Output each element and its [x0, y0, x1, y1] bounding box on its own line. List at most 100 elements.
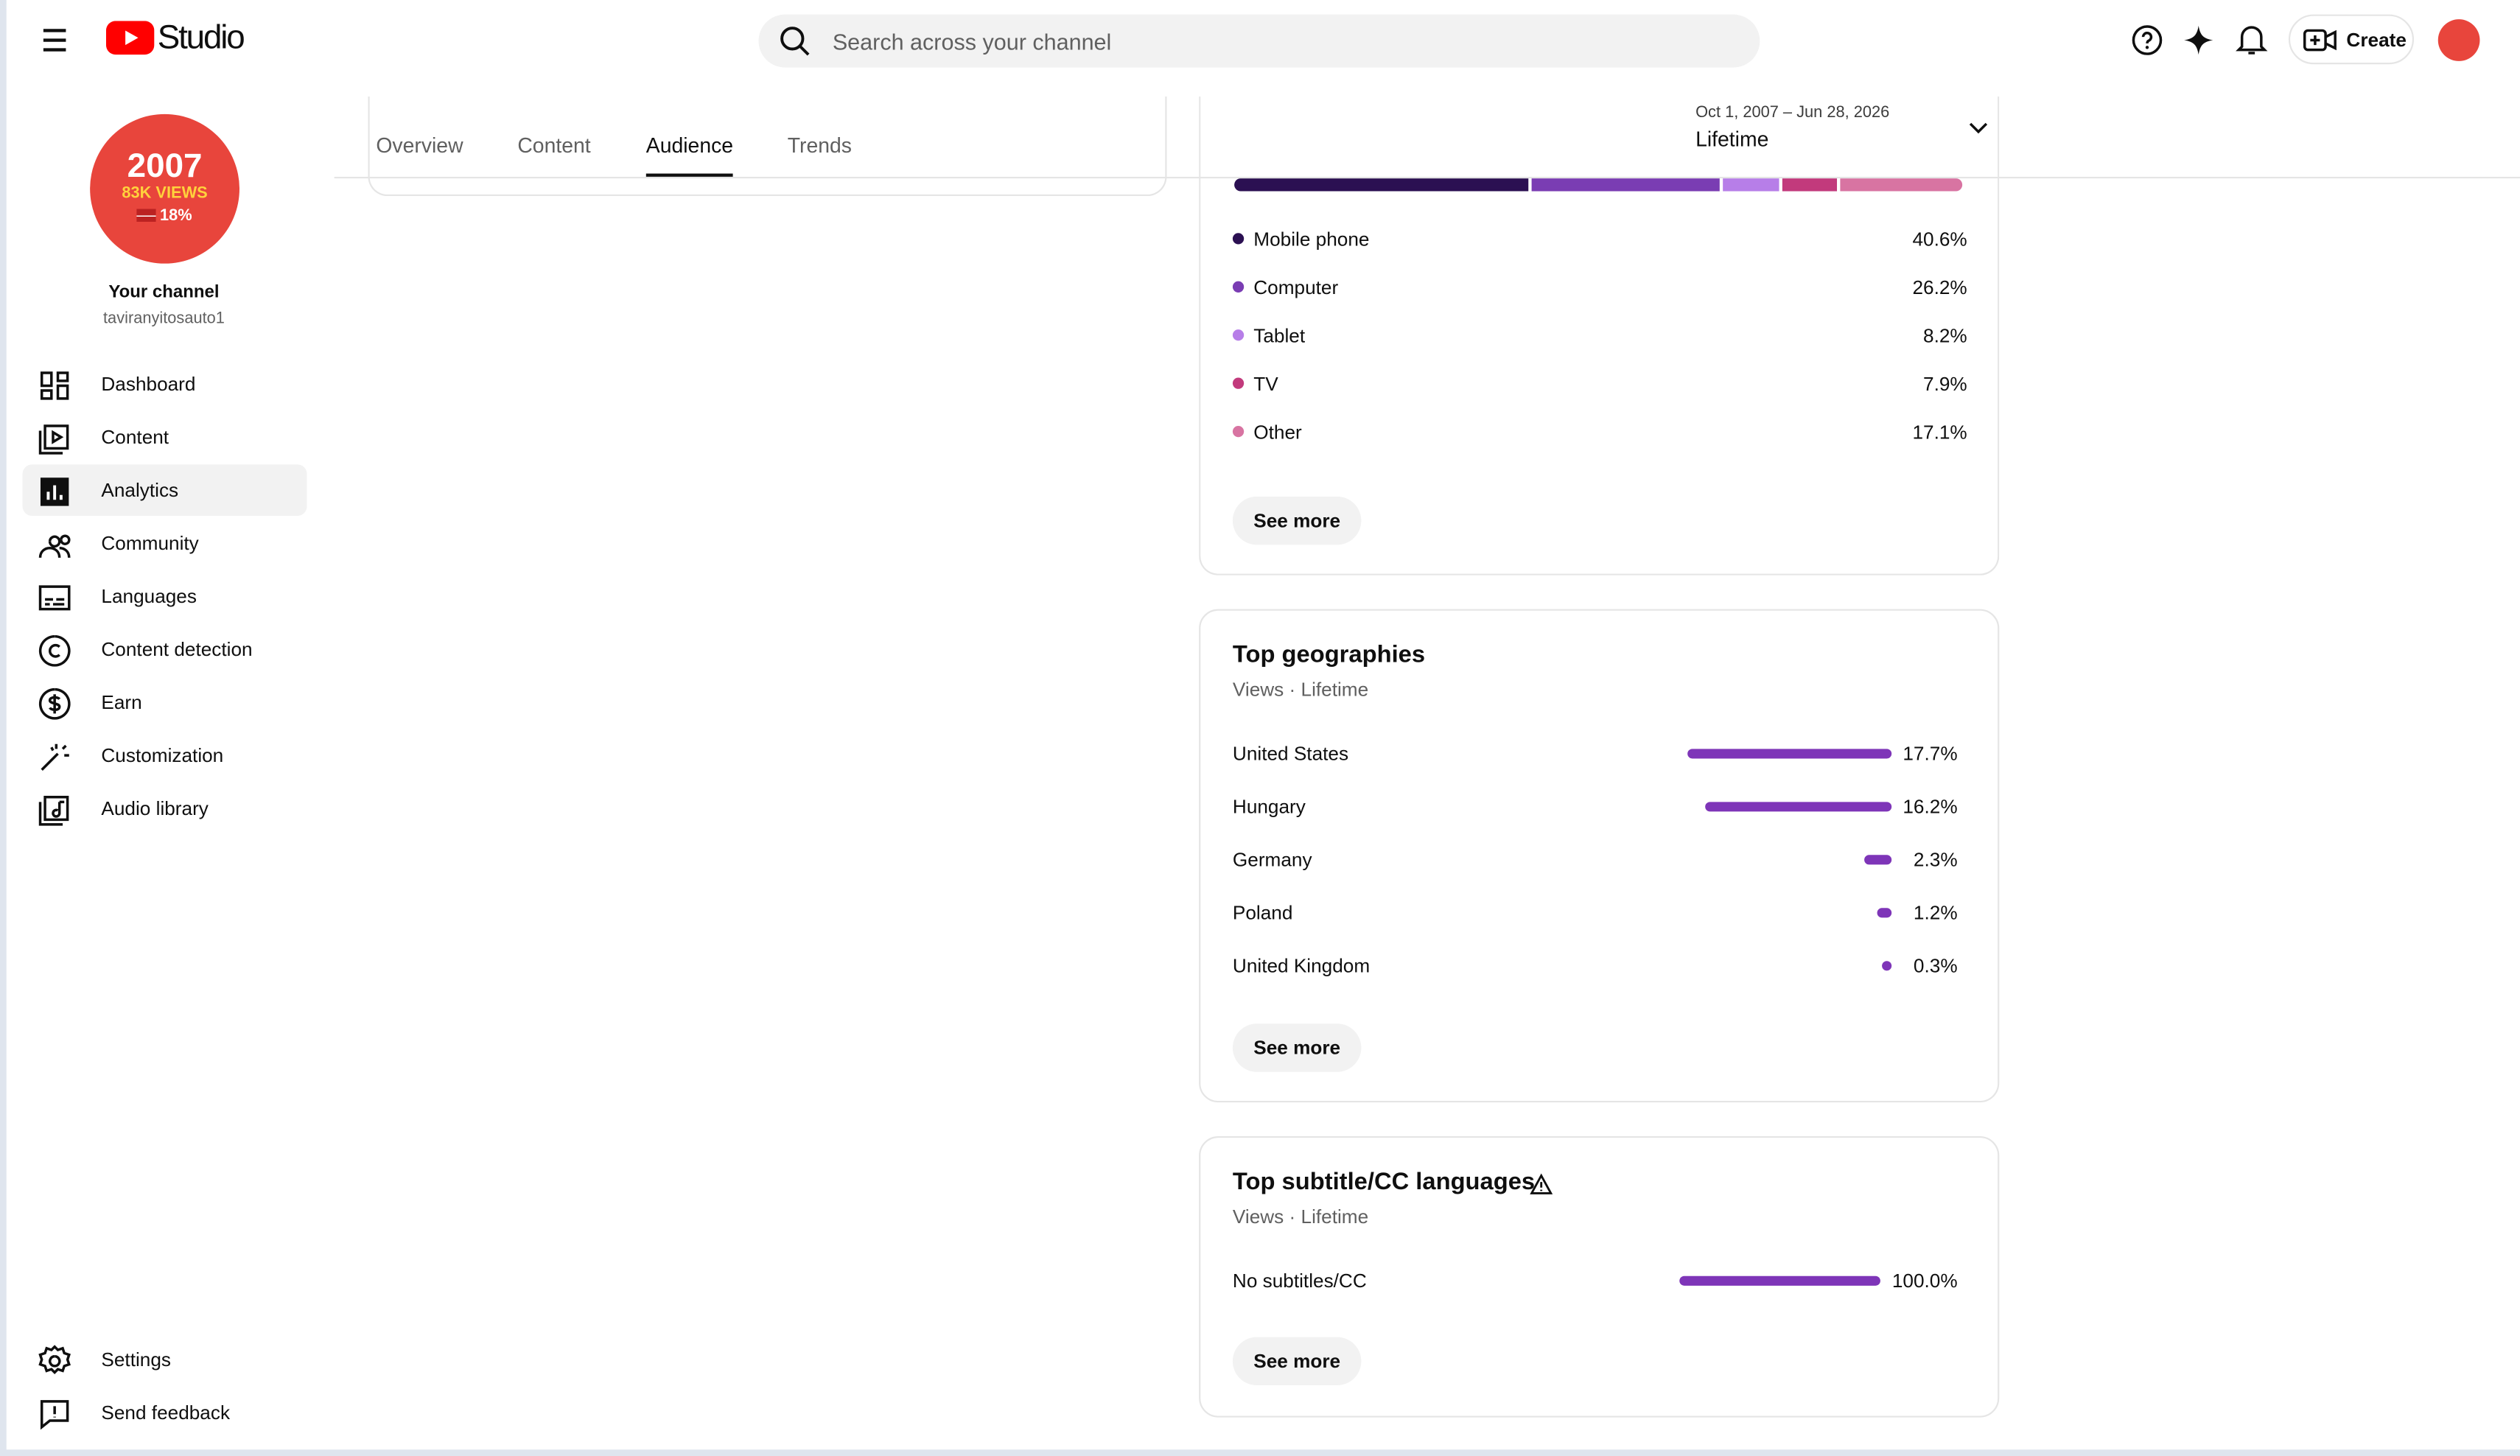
row-name: TV: [1253, 372, 1278, 396]
row-name: United Kingdom: [1232, 954, 1371, 978]
icon-shape: [41, 743, 69, 771]
logo-icon[interactable]: [105, 21, 155, 56]
bar: [1882, 961, 1892, 971]
row-val: 8.2%: [1923, 324, 1967, 348]
nav-label: Audio library: [101, 797, 209, 820]
row-val: 100.0%: [1891, 1270, 1958, 1292]
bar: [1704, 802, 1892, 812]
spark-button[interactable]: [2183, 24, 2215, 57]
nav-item[interactable]: Dashboard: [23, 358, 307, 410]
nav-item[interactable]: Earn: [23, 676, 307, 728]
nav-label: Content: [101, 425, 169, 449]
tab[interactable]: Content: [517, 133, 591, 158]
card-title: Top subtitle/CC languages: [1232, 1168, 1536, 1196]
card-sub: Views · Lifetime: [1232, 1205, 1369, 1228]
nav-label: Community: [101, 531, 199, 555]
nav-label: Languages: [101, 584, 197, 608]
nav-icon: [38, 424, 69, 455]
channel-label: Your channel: [108, 282, 220, 303]
tab[interactable]: Trends: [787, 133, 852, 158]
geographies-card: Top geographies Views · Lifetime United St…: [1199, 609, 2000, 1103]
nav-label: Earn: [101, 690, 142, 714]
row-name: Other: [1253, 421, 1302, 444]
nav-icon: [40, 477, 69, 506]
nav-icon: [38, 634, 71, 667]
avatar-text: 2007: [127, 147, 203, 185]
create-icon: [2303, 29, 2337, 52]
see-more-button[interactable]: See more: [1232, 1337, 1362, 1386]
nav-icon: [38, 585, 71, 611]
search-placeholder: Search across your channel: [832, 29, 1112, 55]
icon-shape: [38, 687, 71, 720]
icon-shape: [40, 371, 69, 400]
search-icon: [780, 27, 810, 56]
row-name: Hungary: [1232, 795, 1306, 819]
account-avatar[interactable]: [2437, 19, 2480, 61]
icon-shape: [38, 634, 71, 667]
card-title: Top geographies: [1232, 641, 1426, 669]
nav-icon: [40, 1400, 69, 1430]
channel-avatar[interactable]: 2007 83K VIEWS 18%: [90, 113, 239, 264]
menu-button[interactable]: [38, 24, 71, 57]
row-val: 1.2%: [1913, 901, 1958, 925]
create-button[interactable]: Create: [2288, 14, 2415, 65]
nav-label: Settings: [101, 1348, 171, 1371]
tab-underline: [645, 173, 733, 177]
nav-icon: [38, 534, 71, 558]
icon-shape: [46, 485, 63, 500]
card: [368, 96, 1167, 197]
row-val: 17.1%: [1912, 421, 1967, 444]
nav-label: Dashboard: [101, 372, 196, 396]
icon-shape: [1530, 1173, 1553, 1194]
nav-item[interactable]: Analytics: [22, 464, 307, 517]
nav-item[interactable]: Audio library: [23, 783, 307, 834]
see-more-button[interactable]: See more: [1232, 1023, 1362, 1072]
nav-item[interactable]: Customization: [23, 729, 307, 781]
date-range[interactable]: Oct 1, 2007 – Jun 28, 2026: [1695, 104, 1890, 122]
nav-item[interactable]: Send feedback: [23, 1387, 307, 1438]
legend-dot: [1232, 425, 1245, 438]
tab-divider: [334, 176, 2520, 179]
row-name: No subtitles/CC: [1232, 1270, 1367, 1292]
logo-text[interactable]: Studio: [157, 19, 245, 57]
nav-item[interactable]: Settings: [23, 1334, 307, 1385]
notifications-button[interactable]: [2236, 23, 2268, 58]
icon-shape: [38, 585, 71, 611]
nav-item[interactable]: Languages: [23, 570, 307, 622]
nav-icon: [38, 687, 71, 720]
date-period[interactable]: Lifetime: [1695, 127, 1769, 152]
channel-handle: taviranyitosauto1: [103, 309, 225, 328]
tab[interactable]: Overview: [376, 133, 463, 158]
help-button[interactable]: [2131, 24, 2163, 57]
avatar-text: 18%: [90, 204, 239, 230]
frame: [0, 1449, 2520, 1456]
row-name: Tablet: [1253, 324, 1306, 348]
nav-icon: [40, 371, 69, 400]
nav-icon: [38, 796, 69, 826]
icon-shape: [40, 1400, 69, 1430]
tab[interactable]: Audience: [645, 133, 734, 158]
nav-label: Send feedback: [101, 1401, 231, 1424]
row-val: 26.2%: [1912, 276, 1967, 299]
create-label: Create: [2346, 29, 2407, 52]
nav-item[interactable]: Content detection: [23, 623, 307, 675]
avatar-text: 18%: [159, 207, 192, 225]
row-val: 7.9%: [1923, 372, 1967, 396]
row-name: Germany: [1232, 848, 1312, 872]
nav-label: Content detection: [101, 637, 253, 661]
icon-shape: [38, 796, 69, 826]
stacked-bar-segment: [1840, 178, 1963, 192]
bar: [1687, 749, 1892, 759]
row-name: United States: [1232, 742, 1349, 766]
avatar-text: 83K VIEWS: [122, 184, 208, 203]
row-name: Poland: [1232, 901, 1293, 925]
date-dropdown[interactable]: [1967, 119, 1990, 138]
see-more-button[interactable]: See more: [1232, 496, 1362, 545]
warning-icon[interactable]: [1530, 1173, 1553, 1196]
nav-icon: [41, 743, 69, 771]
bar: [1679, 1275, 1880, 1286]
search-box[interactable]: Search across your channel: [758, 14, 1760, 68]
nav-item[interactable]: Content: [23, 411, 307, 463]
nav-item[interactable]: Community: [23, 517, 307, 569]
row-val: 17.7%: [1903, 742, 1958, 766]
